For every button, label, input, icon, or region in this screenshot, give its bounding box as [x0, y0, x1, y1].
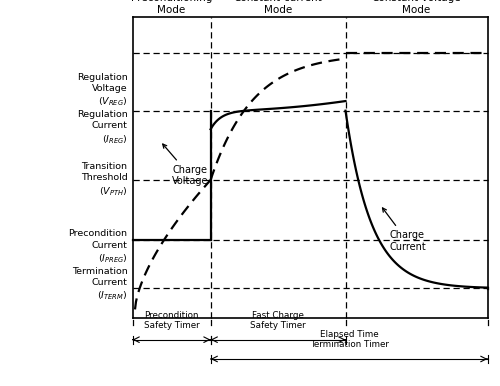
Text: Precondition
Current
($I_{PREG}$)
Termination
Current
($I_{TERM}$): Precondition Current ($I_{PREG}$) Termin… — [68, 229, 128, 302]
Text: Charge
Voltage: Charge Voltage — [162, 144, 208, 186]
Text: Transition
Threshold
($V_{PTH}$): Transition Threshold ($V_{PTH}$) — [81, 162, 128, 198]
Text: Regulation
Voltage
($V_{REG}$)
Regulation
Current
($I_{REG}$): Regulation Voltage ($V_{REG}$) Regulatio… — [77, 73, 128, 146]
Text: Elapsed Time
Termination Timer: Elapsed Time Termination Timer — [310, 330, 388, 349]
Text: Constant-current
Mode: Constant-current Mode — [234, 0, 322, 15]
Text: Constant-voltage
Mode: Constant-voltage Mode — [372, 0, 462, 15]
Text: Preconditioning
Mode: Preconditioning Mode — [131, 0, 212, 15]
Text: Precondition
Safety Timer: Precondition Safety Timer — [144, 311, 200, 330]
Text: Charge
Current: Charge Current — [382, 208, 426, 252]
Text: Fast Charge
Safety Timer: Fast Charge Safety Timer — [250, 311, 306, 330]
